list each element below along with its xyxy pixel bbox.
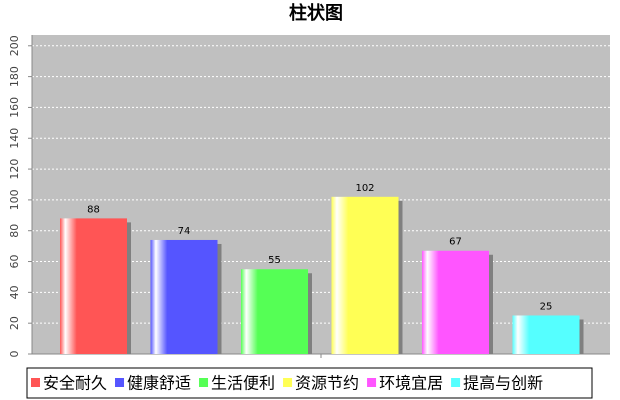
value-label: 25	[540, 301, 553, 312]
value-label: 102	[355, 183, 374, 194]
y-tick-label: 120	[8, 159, 21, 180]
value-label: 55	[268, 255, 281, 266]
legend-label: 健康舒适	[127, 374, 191, 393]
y-tick-label: 80	[8, 224, 21, 238]
legend-swatch	[451, 378, 461, 387]
y-tick-label: 60	[8, 255, 21, 269]
legend-swatch	[199, 378, 209, 387]
legend-swatch	[283, 378, 293, 387]
y-tick-label: 140	[8, 128, 21, 149]
chart-title: 柱状图	[289, 2, 343, 24]
bar	[422, 250, 489, 354]
y-tick-label: 160	[8, 97, 21, 118]
legend-swatch	[115, 378, 125, 387]
y-tick-label: 100	[8, 189, 21, 210]
bar	[331, 196, 399, 354]
legend-swatch	[31, 378, 40, 387]
legend-label: 环境宜居	[379, 374, 443, 393]
bar	[60, 218, 127, 354]
y-tick-label: 40	[8, 285, 21, 299]
bar	[150, 239, 218, 354]
legend-swatch	[367, 378, 377, 387]
legend-label: 安全耐久	[43, 374, 107, 393]
legend-label: 提高与创新	[463, 374, 543, 393]
value-label: 67	[449, 237, 462, 248]
value-label: 74	[178, 226, 191, 237]
y-tick-label: 200	[8, 35, 21, 56]
legend-label: 生活便利	[211, 374, 275, 393]
y-tick-label: 0	[8, 351, 21, 358]
legend-label: 资源节约	[295, 374, 359, 393]
y-tick-label: 20	[8, 316, 21, 330]
y-tick-label: 180	[8, 66, 21, 87]
bar	[241, 269, 308, 354]
bar	[512, 315, 580, 354]
value-label: 88	[87, 204, 100, 215]
